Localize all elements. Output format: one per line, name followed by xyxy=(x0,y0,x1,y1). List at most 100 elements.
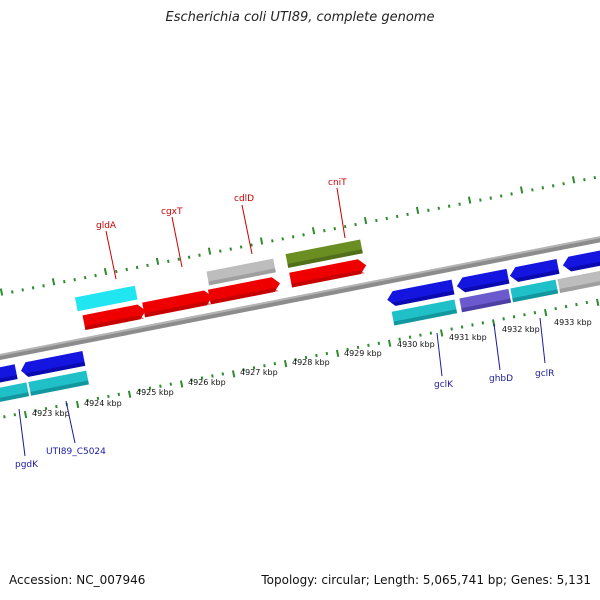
major-tick xyxy=(415,206,420,214)
minor-tick xyxy=(471,323,474,327)
gene-cgxT-arrow[interactable] xyxy=(142,289,214,318)
major-tick xyxy=(596,298,600,307)
gene-right-blue-arrow[interactable] xyxy=(561,240,600,273)
gene-ghbD-feature[interactable] xyxy=(459,288,512,313)
minor-tick xyxy=(385,216,389,221)
gene-cniT-feature[interactable] xyxy=(285,239,363,268)
minor-tick xyxy=(3,415,6,419)
gene-cniT-arrow[interactable] xyxy=(289,258,367,288)
minor-tick xyxy=(281,237,285,241)
gene-grey-feature-1[interactable] xyxy=(206,258,276,286)
minor-tick xyxy=(94,273,97,278)
gene-label-UTI89_C5024[interactable]: UTI89_C5024 xyxy=(46,447,106,457)
gene-UTI89_C5024-feature[interactable] xyxy=(28,370,89,396)
major-tick xyxy=(387,339,392,347)
minor-tick xyxy=(96,396,100,401)
minor-tick xyxy=(406,212,409,217)
gene-ghbD-arrow[interactable] xyxy=(455,268,510,294)
scale-label: 4929 kbp xyxy=(344,349,382,358)
gene-left-blue-2[interactable] xyxy=(20,351,86,378)
minor-tick xyxy=(533,311,537,315)
minor-tick xyxy=(325,351,329,356)
gene-left-blue-1[interactable] xyxy=(0,364,18,390)
gene-gldA-feature[interactable] xyxy=(74,285,138,312)
minor-tick xyxy=(42,284,45,288)
gene-gclK-arrow[interactable] xyxy=(386,279,455,308)
major-tick xyxy=(363,216,368,225)
scale-label: 4930 kbp xyxy=(397,340,435,349)
minor-tick xyxy=(512,315,516,319)
major-tick xyxy=(571,176,576,184)
minor-tick xyxy=(271,239,274,243)
leader-line xyxy=(241,204,253,255)
gene-label-ghbD[interactable]: ghbD xyxy=(489,374,513,384)
minor-tick xyxy=(323,229,326,233)
minor-tick xyxy=(481,321,485,325)
minor-tick xyxy=(356,345,360,350)
minor-tick xyxy=(31,286,35,290)
major-tick xyxy=(544,308,548,317)
minor-tick xyxy=(343,224,347,229)
gene-right-grey-feature[interactable] xyxy=(557,260,600,293)
minor-tick xyxy=(167,259,170,263)
minor-tick xyxy=(21,288,24,292)
minor-tick xyxy=(13,413,17,417)
gene-label-gclK[interactable]: gclK xyxy=(434,380,454,390)
minor-tick xyxy=(408,335,412,339)
gene-label-pgdK[interactable]: pgdK xyxy=(15,460,39,470)
gene-pgdK-feature[interactable] xyxy=(0,382,30,408)
minor-tick xyxy=(499,194,503,198)
minor-tick xyxy=(564,304,568,309)
minor-tick xyxy=(229,247,233,251)
leader-line xyxy=(105,230,117,280)
minor-tick xyxy=(73,278,76,282)
scale-labels: 4923 kbp 4924 kbp 4925 kbp 4926 kbp 4927… xyxy=(32,318,592,418)
major-tick xyxy=(103,267,108,276)
minor-tick xyxy=(146,263,149,268)
gene-gclR-feature[interactable] xyxy=(510,279,559,303)
minor-tick xyxy=(135,265,139,270)
minor-tick xyxy=(551,184,555,188)
minor-tick xyxy=(294,357,297,362)
gene-gclK-feature[interactable] xyxy=(391,299,458,326)
genome-summary-text: Topology: circular; Length: 5,065,741 bp… xyxy=(261,573,591,587)
minor-tick xyxy=(333,226,337,231)
minor-tick xyxy=(219,249,222,253)
minor-tick xyxy=(115,269,118,274)
major-tick xyxy=(467,196,472,204)
gene-label-cgxT[interactable]: cgxT xyxy=(161,207,183,217)
gene-cdlD-arrow[interactable] xyxy=(207,276,282,305)
minor-tick xyxy=(419,333,422,337)
gene-gldA-arrow[interactable] xyxy=(82,303,148,331)
minor-tick xyxy=(531,188,534,192)
minor-tick xyxy=(83,275,87,280)
gene-gclR-arrow[interactable] xyxy=(508,259,560,283)
gene-label-gldA[interactable]: gldA xyxy=(96,221,117,231)
tick-scale-top xyxy=(0,175,597,296)
major-tick xyxy=(311,227,316,235)
leader-line xyxy=(18,408,26,457)
minor-tick xyxy=(148,386,152,390)
major-tick xyxy=(207,247,212,255)
tick-scale-bottom xyxy=(3,298,600,419)
scale-label: 4928 kbp xyxy=(292,358,330,367)
gene-label-cdlD[interactable]: cdlD xyxy=(234,194,254,204)
minor-tick xyxy=(395,214,399,219)
features-reverse xyxy=(0,240,600,408)
minor-tick xyxy=(585,300,589,305)
major-tick xyxy=(75,400,80,409)
features-forward xyxy=(74,239,367,331)
minor-tick xyxy=(198,253,201,257)
major-tick xyxy=(179,380,184,388)
backbone-highlight xyxy=(0,219,600,368)
leader-line xyxy=(493,323,501,371)
gene-label-gclR[interactable]: gclR xyxy=(535,369,554,379)
gene-label-cniT[interactable]: cniT xyxy=(328,178,347,188)
major-tick xyxy=(51,278,56,286)
minor-tick xyxy=(211,374,214,378)
minor-tick xyxy=(263,364,266,368)
leader-line xyxy=(539,317,546,364)
minor-tick xyxy=(554,306,557,311)
scale-label: 4933 kbp xyxy=(554,318,592,327)
